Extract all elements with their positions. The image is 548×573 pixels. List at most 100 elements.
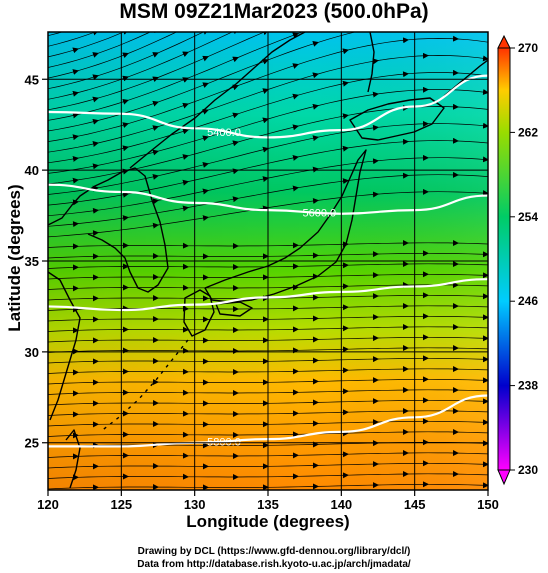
flow-arrow (262, 117, 269, 124)
streamline (48, 263, 488, 269)
streamline (48, 32, 205, 90)
flow-arrow (152, 52, 159, 58)
flow-arrow (202, 215, 209, 222)
streamline (48, 32, 357, 132)
flow-arrow (72, 90, 79, 97)
colorbar-top-triangle (497, 34, 511, 49)
flow-arrow (152, 149, 159, 156)
flow-arrow (372, 124, 379, 131)
x-axis-label: Longitude (degrees) (186, 512, 350, 531)
x-tick-label: 125 (110, 497, 132, 512)
flow-arrow (152, 32, 159, 34)
flow-arrow (232, 32, 239, 35)
flow-arrow (182, 179, 189, 186)
russia-coast (129, 32, 306, 169)
flow-arrow (403, 6, 408, 7)
y-tick-label: 25 (25, 436, 39, 451)
streamline (48, 452, 488, 458)
flow-arrow (313, 11, 318, 13)
streamline (48, 123, 488, 195)
streamline (48, 32, 151, 68)
streamline (48, 55, 488, 153)
flow-arrow (92, 185, 99, 192)
streamline (48, 357, 488, 364)
streamline (48, 72, 488, 164)
flow-arrow (72, 112, 79, 119)
flow-arrow (122, 98, 129, 105)
flow-arrow (122, 215, 129, 222)
flow-arrow (372, 158, 379, 165)
y-tick-label: 35 (25, 254, 39, 269)
flow-arrow (372, 58, 379, 65)
streamline (48, 462, 488, 469)
streamline (48, 368, 488, 374)
streamline (48, 89, 488, 174)
streamline (48, 106, 488, 185)
colorbar-bottom-triangle (497, 469, 511, 486)
colorbar-tick-label: 270 (518, 41, 538, 55)
flow-arrow (202, 108, 209, 115)
flow-arrow (292, 63, 299, 69)
flow-arrow (202, 135, 209, 142)
flow-arrow (122, 75, 129, 82)
flow-arrow (372, 91, 379, 98)
streamline (48, 410, 488, 416)
flow-arrow (152, 198, 159, 205)
flow-arrow (184, 26, 189, 28)
flow-arrow (182, 51, 189, 58)
x-tick-label: 145 (404, 497, 426, 512)
flow-arrow (292, 154, 299, 161)
flow-arrow (152, 125, 159, 131)
flow-arrow (92, 74, 99, 81)
japan-kyushu (183, 289, 215, 337)
flow-arrow (72, 47, 79, 54)
flow-arrow (262, 146, 269, 153)
x-tick-label: 135 (257, 497, 279, 512)
flow-arrow (342, 113, 349, 120)
streamline (48, 140, 488, 206)
streamline (48, 174, 488, 227)
flow-arrow (312, 166, 319, 173)
flow-arrow (152, 222, 159, 229)
colorbar-ticks: 230 238 246 254 262 270 (510, 41, 538, 477)
x-tick-label: 150 (477, 497, 499, 512)
flow-arrow (262, 58, 269, 65)
flow-arrow (92, 96, 99, 103)
flow-arrow (202, 162, 209, 168)
streamline (48, 420, 488, 427)
streamline (48, 191, 488, 238)
flow-arrow (154, 4, 159, 6)
colorbar-tick-label: 238 (518, 379, 538, 393)
flow-arrow (292, 124, 299, 131)
streamline (48, 38, 488, 142)
japan-hokkaido (349, 97, 445, 141)
colorbar: 230 238 246 254 262 270 (497, 34, 538, 486)
flow-arrow (152, 173, 159, 180)
japan-shikoku (215, 301, 253, 317)
china-coast (48, 271, 81, 421)
flow-arrow (262, 88, 269, 94)
flow-arrow (122, 145, 129, 152)
streamline (48, 378, 488, 385)
flow-arrow (92, 230, 99, 237)
streamline (48, 326, 488, 332)
flow-arrow (262, 176, 269, 183)
flow-arrow (312, 41, 319, 47)
flow-arrow (72, 177, 79, 184)
streamline (48, 389, 488, 395)
flow-arrow (264, 1, 269, 3)
flow-arrow (92, 118, 99, 125)
flow-arrow (292, 93, 299, 100)
flow-arrow (92, 207, 99, 214)
flow-arrow (373, 27, 378, 28)
colorbar-tick-label: 230 (518, 463, 538, 477)
x-tick-label: 120 (37, 497, 59, 512)
y-axis-label: Latitude (degrees) (5, 184, 24, 332)
height-contour-label: 5400.0 (207, 127, 241, 139)
korea-coast (48, 167, 169, 293)
flow-arrow (72, 155, 79, 162)
colorbar-tick-label: 246 (518, 294, 538, 308)
flow-arrow (312, 198, 319, 204)
flow-arrow (72, 221, 79, 228)
